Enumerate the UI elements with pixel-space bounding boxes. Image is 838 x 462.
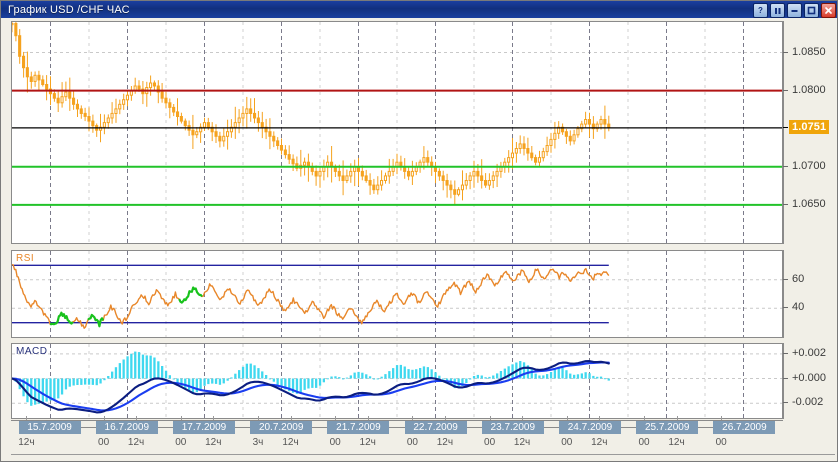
hour-label: 00 [329, 437, 341, 448]
hour-label: 00 [175, 437, 187, 448]
date-connector [389, 427, 405, 428]
rsi-plot [12, 251, 782, 337]
hour-label: 12ч [205, 437, 222, 448]
hour-label: 00 [561, 437, 573, 448]
axis-tick-label: 60 [783, 273, 804, 285]
axis-tick-label: 40 [783, 301, 804, 313]
hour-tick [136, 416, 138, 420]
window-controls: ? [753, 3, 836, 18]
window-title: График USD /CHF ЧАС [8, 3, 130, 16]
axis-tick-label: 1.0650 [783, 198, 826, 210]
date-label: 17.7.2009 [173, 421, 235, 434]
hour-label: 12ч [513, 437, 531, 448]
hour-tick [721, 416, 723, 420]
hour-tick [644, 416, 645, 420]
macd-axis: +0.002 +0.000 -0.002 [783, 343, 835, 419]
close-button[interactable] [821, 3, 836, 18]
date-axis-rule [11, 420, 783, 421]
svg-text:?: ? [758, 6, 763, 15]
hour-label: 3ч [252, 437, 264, 448]
hour-tick [522, 416, 524, 420]
help-button[interactable]: ? [753, 3, 768, 18]
rsi-axis-rule [783, 250, 784, 338]
hour-tick [335, 416, 337, 420]
price-axis: 1.0850 1.0800 1.0700 1.0650 1.0751 [783, 21, 835, 244]
minimize-button[interactable] [787, 3, 802, 18]
bottom-rule [11, 454, 835, 455]
price-axis-rule [783, 21, 784, 244]
axis-tick-label: -0.002 [783, 396, 823, 408]
hour-tick [180, 416, 182, 420]
hour-tick [566, 416, 568, 420]
axis-tick-label: +0.002 [783, 347, 826, 359]
date-connector [157, 427, 173, 428]
date-connector [621, 427, 637, 428]
hour-label: 00 [406, 437, 418, 448]
axis-tick-label: 1.0800 [783, 84, 826, 96]
hour-label: 00 [638, 437, 650, 448]
hour-tick [412, 416, 414, 420]
date-axis: 15.7.2009 12ч 16.7.2009 00 12ч 17.7.2009 00 12ч… [11, 416, 783, 454]
hour-label: 12ч [18, 437, 35, 448]
date-label: 23.7.2009 [481, 421, 544, 434]
hour-label: 00 [98, 437, 110, 448]
pause-button[interactable] [770, 3, 785, 18]
macd-pane[interactable]: MACD [11, 343, 783, 419]
date-connector [80, 427, 96, 428]
hour-tick [599, 416, 601, 420]
hour-label: 12ч [436, 437, 454, 448]
price-pane[interactable] [11, 21, 783, 244]
date-connector [235, 427, 251, 428]
maximize-button[interactable] [804, 3, 819, 18]
hour-tick [444, 416, 446, 420]
date-label: 22.7.2009 [404, 421, 467, 434]
current-price-badge: 1.0751 [789, 119, 830, 134]
hour-tick [103, 416, 105, 420]
date-label: 26.7.2009 [713, 421, 776, 434]
hour-tick [489, 416, 491, 420]
date-label: 20.7.2009 [250, 421, 313, 434]
axis-tick-label: 1.0700 [783, 160, 826, 172]
macd-axis-rule [783, 343, 784, 419]
hour-label: 12ч [668, 437, 685, 448]
hour-label: 00 [484, 437, 496, 448]
date-label: 15.7.2009 [18, 421, 81, 434]
hour-tick [367, 416, 369, 420]
date-label: 16.7.2009 [95, 421, 158, 434]
rsi-axis: 60 40 [783, 250, 835, 338]
date-connector [466, 427, 482, 428]
hour-label: 12ч [127, 437, 145, 448]
price-plot [12, 22, 782, 243]
hour-tick [258, 416, 259, 420]
date-label: 24.7.2009 [559, 421, 621, 434]
axis-tick-label: +0.000 [783, 372, 826, 384]
title-bar[interactable]: График USD /CHF ЧАС ? [1, 1, 837, 18]
rsi-pane[interactable]: RSI [11, 250, 783, 338]
date-connector [312, 427, 328, 428]
current-price-tick [783, 126, 788, 128]
date-label: 25.7.2009 [636, 421, 699, 434]
macd-plot [12, 344, 782, 418]
hour-tick [26, 416, 28, 420]
hour-label: 12ч [282, 437, 299, 448]
date-label: 21.7.2009 [327, 421, 390, 434]
hour-tick [290, 416, 292, 420]
hour-label: 00 [715, 437, 727, 448]
axis-tick-label: 1.0850 [783, 46, 826, 58]
date-connector [698, 427, 714, 428]
date-connector [543, 427, 559, 428]
chart-frame: RSI MACD 1.0850 1.0800 1.0700 1.0650 1.0751 … [4, 21, 835, 459]
hour-label: 12ч [359, 437, 376, 448]
hour-label: 12ч [591, 437, 608, 448]
hour-tick [213, 416, 215, 420]
hour-tick [676, 416, 678, 420]
